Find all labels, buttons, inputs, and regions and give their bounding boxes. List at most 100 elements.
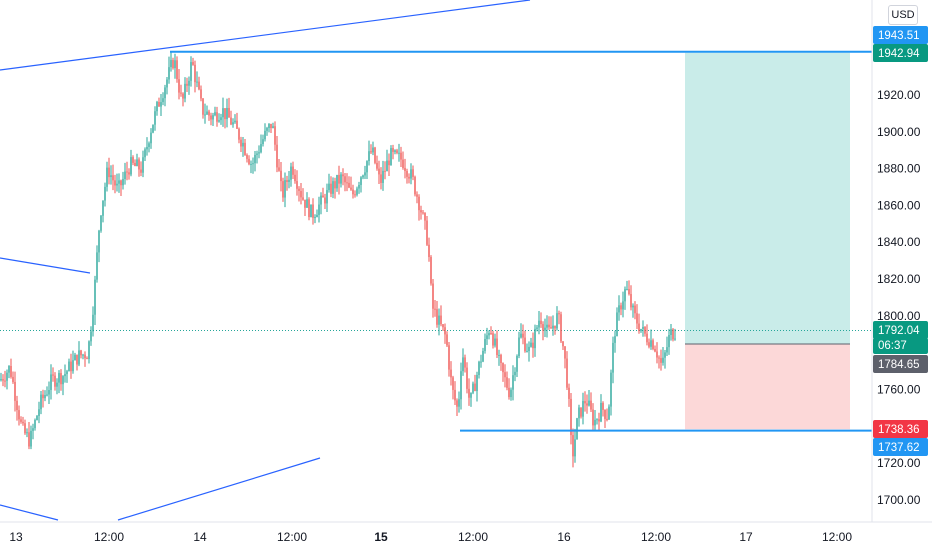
candle-down [558,313,560,315]
candle-up [622,301,624,310]
trendline-upper[interactable] [0,0,531,71]
candle-up [254,154,256,164]
candle-up [102,200,104,216]
trendline-lower-a[interactable] [0,504,59,521]
stop-badge-bg [873,420,928,438]
upper-level-badge-text: 1943.51 [878,30,920,42]
candle-up [162,98,164,103]
price-tick-label: 1720.00 [877,456,921,470]
candle-down [444,327,446,335]
candle-up [600,402,602,422]
target-badge[interactable]: 1942.94 [873,44,928,62]
candle-up [56,382,58,387]
candle-down [348,182,350,188]
trendline-lower-b[interactable] [117,457,321,521]
candle-down [278,167,280,171]
price-tick-label: 1860.00 [877,198,921,212]
candle-up [26,432,28,434]
candle-down [192,62,194,65]
last-price-badge-bg [873,321,928,339]
countdown-badge[interactable]: 06:37 [873,338,928,354]
candle-up [148,143,150,147]
price-tick-label: 1700.00 [877,493,921,507]
candle-down [630,294,632,308]
time-tick-label: 12:00 [458,530,488,544]
candle-up [88,341,90,359]
candle-down [628,288,630,295]
candle-down [434,308,436,310]
lower-level-badge[interactable]: 1737.62 [873,438,928,456]
candle-down [584,401,586,404]
time-tick-label: 12:00 [277,530,307,544]
price-tick-label: 1920.00 [877,88,921,102]
stop-badge-text: 1738.36 [878,424,920,436]
candle-up [530,342,532,347]
upper-level-badge[interactable]: 1943.51 [873,26,928,44]
candle-down [508,387,510,398]
candle-up [480,361,482,363]
candle-down [22,421,24,424]
candle-up [130,157,132,175]
candle-down [200,89,202,99]
candle-up [358,184,360,189]
candle-down [392,148,394,152]
candle-up [372,147,374,153]
candle-up [150,132,152,144]
candle-down [648,342,650,347]
last-price-badge[interactable]: 1792.04 [873,321,928,339]
candle-up [410,169,412,179]
candle-down [274,126,276,145]
candle-up [142,157,144,173]
candle-up [340,174,342,184]
time-tick-label: 16 [557,530,571,544]
candle-down [554,325,556,329]
candle-down [228,107,230,118]
candle-up [662,357,664,363]
candle-up [144,149,146,158]
candle-down [602,402,604,410]
candle-down [76,354,78,365]
candle-down [388,160,390,166]
loss-zone[interactable] [685,344,850,430]
candle-down [244,142,246,155]
candle-down [224,108,226,120]
candle-up [626,288,628,290]
candle-down [334,181,336,189]
candle-up [100,215,102,231]
entry-badge[interactable]: 1784.65 [873,355,928,373]
candle-down [374,147,376,163]
candle-up [650,340,652,347]
candle-down [540,320,542,325]
profit-zone[interactable] [685,52,850,345]
candle-up [116,183,118,186]
trendline-mid[interactable] [0,257,91,274]
candle-down [496,338,498,356]
time-tick-label: 13 [9,530,23,544]
candle-down [566,358,568,388]
candle-up [166,79,168,88]
candle-up [612,342,614,373]
candle-up [608,406,610,420]
candle-up [188,80,190,86]
candle-up [124,171,126,180]
time-tick-label: 17 [739,530,753,544]
currency-button[interactable]: USD [888,5,918,25]
time-tick-label: 12:00 [641,530,671,544]
candle-down [522,333,524,338]
candle-down [672,329,674,340]
candle-up [478,361,480,375]
candle-down [202,98,204,115]
stop-badge[interactable]: 1738.36 [873,420,928,438]
lower-level-badge-bg [873,438,928,456]
candle-up [460,371,462,400]
candle-up [594,419,596,426]
candle-down [396,150,398,153]
candle-up [98,230,100,253]
price-tick-label: 1800.00 [877,309,921,323]
candle-up [386,160,388,172]
candle-up [516,356,518,372]
candle-up [578,407,580,419]
entry-badge-text: 1784.65 [878,359,920,371]
candle-up [588,400,590,406]
